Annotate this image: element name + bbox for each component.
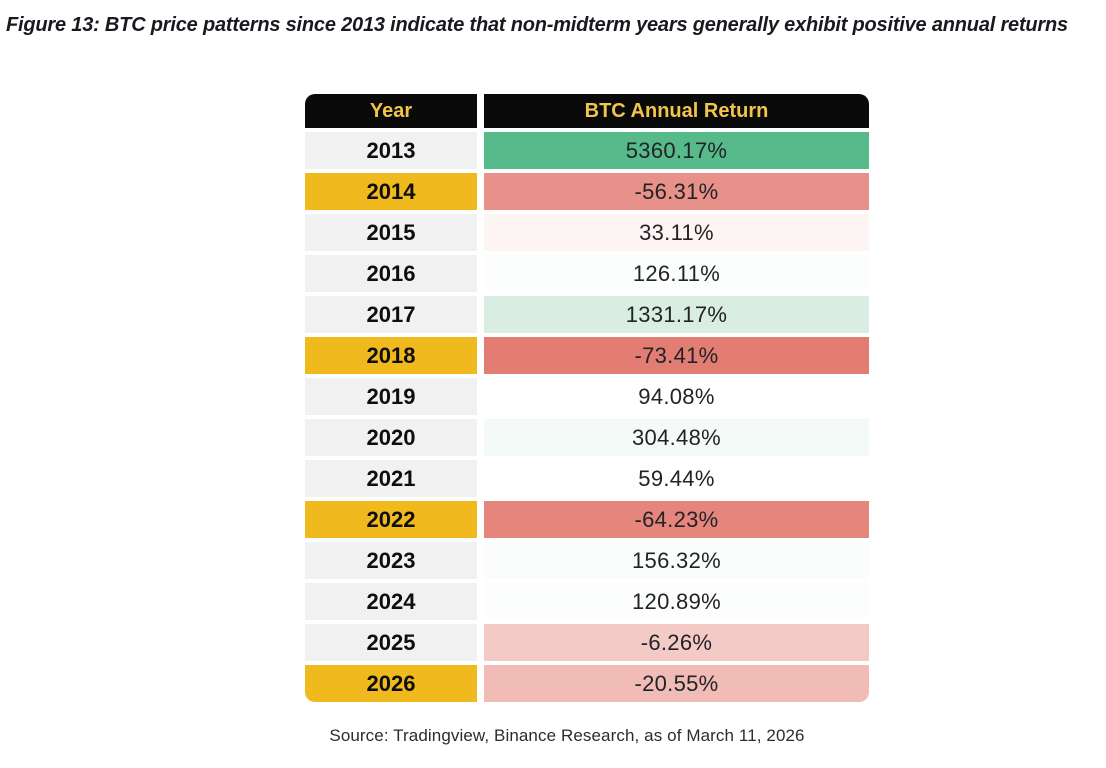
year-cell: 2023 xyxy=(305,542,477,579)
year-cell: 2015 xyxy=(305,214,477,251)
table-header-row: Year BTC Annual Return xyxy=(305,94,869,128)
annual-return-cell: 94.08% xyxy=(484,378,869,415)
year-cell: 2022 xyxy=(305,501,477,538)
table-row: 2017 1331.17% xyxy=(305,296,869,333)
year-cell: 2013 xyxy=(305,132,477,169)
table-row: 2023 156.32% xyxy=(305,542,869,579)
source-attribution: Source: Tradingview, Binance Research, a… xyxy=(329,726,805,745)
annual-return-cell: 126.11% xyxy=(484,255,869,292)
annual-return-cell: -64.23% xyxy=(484,501,869,538)
year-column-header: Year xyxy=(305,94,477,128)
year-cell: 2021 xyxy=(305,460,477,497)
annual-return-cell: -73.41% xyxy=(484,337,869,374)
table-row: 2019 94.08% xyxy=(305,378,869,415)
year-cell: 2018 xyxy=(305,337,477,374)
annual-return-cell: 33.11% xyxy=(484,214,869,251)
annual-return-cell: -20.55% xyxy=(484,665,869,702)
year-cell: 2017 xyxy=(305,296,477,333)
year-cell: 2024 xyxy=(305,583,477,620)
table-row: 2016 126.11% xyxy=(305,255,869,292)
annual-return-cell: 156.32% xyxy=(484,542,869,579)
year-cell: 2016 xyxy=(305,255,477,292)
annual-return-cell: 59.44% xyxy=(484,460,869,497)
annual-return-cell: -6.26% xyxy=(484,624,869,661)
table-row: 2021 59.44% xyxy=(305,460,869,497)
table-row: 2022 -64.23% xyxy=(305,501,869,538)
year-cell: 2020 xyxy=(305,419,477,456)
year-cell: 2014 xyxy=(305,173,477,210)
year-cell: 2025 xyxy=(305,624,477,661)
table-row: 2014 -56.31% xyxy=(305,173,869,210)
table-row: 2024 120.89% xyxy=(305,583,869,620)
year-cell: 2026 xyxy=(305,665,477,702)
table-body: 2013 5360.17% 2014 -56.31% 2015 33.11% 2016 126… xyxy=(305,132,869,702)
figure-title: Figure 13: BTC price patterns since 2013… xyxy=(6,14,1068,36)
table-row: 2013 5360.17% xyxy=(305,132,869,169)
annual-return-cell: -56.31% xyxy=(484,173,869,210)
table-row: 2020 304.48% xyxy=(305,419,869,456)
annual-return-cell: 1331.17% xyxy=(484,296,869,333)
annual-return-cell: 120.89% xyxy=(484,583,869,620)
btc-annual-return-table: Year BTC Annual Return 2013 5360.17% 2014-… xyxy=(305,94,869,706)
table-row: 2015 33.11% xyxy=(305,214,869,251)
table-row: 2018 -73.41% xyxy=(305,337,869,374)
return-column-header: BTC Annual Return xyxy=(484,94,869,128)
year-cell: 2019 xyxy=(305,378,477,415)
table-row: 2025 -6.26% xyxy=(305,624,869,661)
annual-return-cell: 304.48% xyxy=(484,419,869,456)
table-row: 2026 -20.55% xyxy=(305,665,869,702)
annual-return-cell: 5360.17% xyxy=(484,132,869,169)
